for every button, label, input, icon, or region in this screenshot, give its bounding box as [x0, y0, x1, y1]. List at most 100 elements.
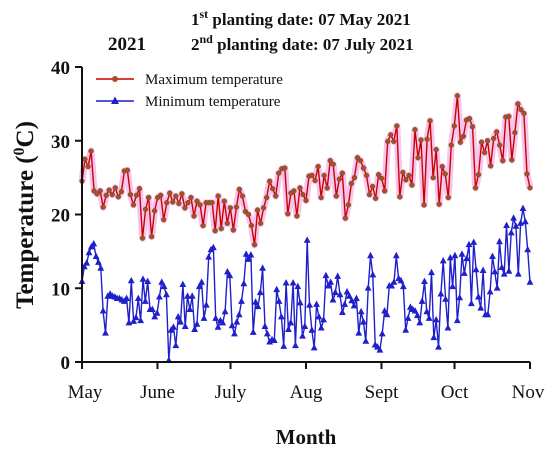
x-tick-label: July [215, 382, 247, 403]
data-point [83, 259, 91, 266]
data-point [498, 263, 506, 270]
data-point [102, 329, 109, 336]
y-tick-label: 20 [51, 206, 70, 227]
data-point [353, 294, 360, 301]
data-point [287, 318, 295, 326]
data-point [402, 326, 410, 333]
data-point [512, 222, 520, 229]
x-tick-label: May [68, 382, 103, 403]
data-point [416, 318, 424, 326]
data-point [457, 139, 464, 145]
legend-marker [111, 96, 119, 104]
data-point [200, 314, 208, 321]
data-point [494, 129, 500, 135]
data-point [369, 270, 377, 278]
data-point [301, 322, 309, 329]
data-point [191, 213, 197, 219]
data-point [182, 205, 188, 211]
data-point [230, 227, 237, 233]
data-point [469, 124, 476, 130]
data-point [142, 206, 149, 212]
data-point [463, 254, 471, 262]
data-point [292, 341, 299, 349]
data-point [261, 322, 269, 329]
x-tick-label: Aug [290, 382, 323, 403]
data-point [390, 278, 398, 285]
data-point [334, 272, 342, 279]
data-point [472, 185, 479, 191]
data-point [355, 329, 363, 336]
data-point [310, 343, 318, 351]
y-tick-label: 0 [61, 353, 71, 374]
data-point [439, 256, 447, 264]
data-point [456, 293, 464, 301]
data-point [289, 279, 297, 286]
data-point [197, 202, 203, 208]
data-point [411, 307, 419, 314]
data-point [280, 342, 288, 349]
second-planting-date: 2nd planting date: 07 July 2021 [191, 32, 414, 54]
data-point [236, 186, 243, 193]
data-point [238, 297, 245, 304]
y-axis-label: Temperature (0C) [11, 121, 39, 309]
data-point [123, 294, 130, 301]
data-point [345, 292, 353, 299]
data-point [507, 228, 515, 236]
data-point [177, 318, 184, 325]
data-point [460, 269, 468, 276]
data-point [425, 314, 433, 321]
data-point [139, 275, 147, 282]
data-point [496, 237, 503, 245]
data-point [299, 332, 306, 339]
data-point [239, 193, 246, 199]
data-point [397, 194, 403, 200]
data-point [327, 158, 333, 164]
data-point [291, 188, 297, 194]
data-point [360, 165, 367, 171]
data-point [427, 118, 433, 124]
data-point [245, 255, 252, 262]
data-point [132, 313, 140, 321]
axes-layer: 0 10 20 30 40 May June July Aug Sept Oct Nov [51, 58, 545, 403]
data-point [202, 301, 210, 308]
data-point [99, 307, 107, 314]
data-point [164, 200, 170, 206]
data-point [137, 316, 145, 324]
data-point [115, 194, 121, 200]
data-point [97, 188, 103, 194]
data-point [97, 264, 105, 271]
data-point [497, 142, 503, 148]
data-point [85, 163, 91, 170]
data-point [148, 233, 155, 240]
data-point [315, 163, 321, 170]
data-point [151, 313, 159, 320]
data-point [252, 298, 259, 305]
data-point [273, 193, 279, 199]
data-point [184, 292, 191, 299]
data-point [276, 170, 282, 176]
data-point [472, 265, 480, 273]
data-point [526, 278, 534, 285]
data-point [421, 202, 427, 208]
data-point [209, 243, 217, 251]
data-point [505, 267, 513, 274]
data-point [227, 205, 233, 211]
data-point [139, 235, 146, 241]
data-point [144, 277, 152, 285]
data-point [481, 149, 488, 156]
data-point [403, 177, 409, 183]
data-point [151, 208, 158, 214]
data-point [409, 182, 415, 188]
data-point [275, 297, 283, 304]
data-point [385, 138, 391, 145]
legend-item: Minimum temperature [96, 94, 281, 110]
x-tick-label: June [140, 382, 175, 403]
data-point [521, 217, 529, 225]
data-point [296, 299, 304, 306]
data-point [442, 171, 448, 177]
data-point [215, 193, 221, 199]
data-point [388, 132, 394, 138]
data-point [303, 236, 311, 243]
data-point [331, 288, 339, 296]
data-point [449, 282, 456, 290]
